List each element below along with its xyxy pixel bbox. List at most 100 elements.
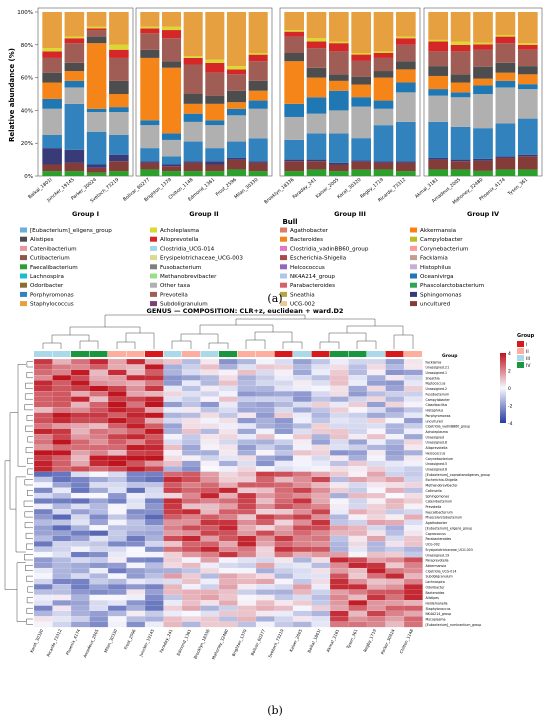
row-label: [Eubacterium]_eligens_group [426,526,473,530]
bar-segment [205,59,225,63]
heatmap-cell [348,482,368,488]
heatmap-cell [274,503,294,510]
heatmap-cell [237,573,257,580]
heatmap-cell [292,369,312,376]
heatmap-cell [126,492,146,499]
heatmap-cell [237,423,257,429]
bar-segment [306,38,327,42]
column-labels: Karat_30320 Ricardo_73312 Phoenix_4174 Amad… [29,628,414,660]
legend-label: Helcococcus [290,265,325,271]
heatmap-cell [403,369,423,376]
heatmap-cell [385,364,405,370]
heatmap-cell [218,450,238,456]
heatmap-cell [385,541,405,547]
heatmap-cell [89,509,109,515]
heatmap-cell [385,428,405,435]
heatmap-cell [292,541,312,547]
row-label: Sneathia [426,376,440,380]
row-label: Peptococcus [426,382,446,386]
heatmap-cell [348,594,368,601]
heatmap-cell [366,471,386,478]
dendrogram-branch [356,340,377,349]
dendrogram-branch [26,361,33,368]
dendrogram-branch [25,425,33,432]
heatmap-cell [163,605,183,612]
heatmap-cell [255,358,275,365]
heatmap-cell [200,605,220,612]
bar-segment [396,36,416,39]
heatmap-cell [403,391,423,397]
heatmap-cell [385,407,405,413]
heatmap-cell [311,396,331,403]
legend-label: Catenibacterium [30,246,77,252]
heatmap-cell [181,530,201,537]
heatmap-cell [33,573,53,580]
heatmap-cell [348,525,368,531]
heatmap-cell [200,573,220,580]
heatmap-cell [218,621,238,628]
heatmap-cell [163,551,183,558]
heatmap-cell [89,594,109,601]
heatmap-cell [348,471,368,478]
legend-swatch [280,282,287,288]
heatmap-cell [70,519,90,526]
heatmap-cell [52,594,72,601]
dendrogram-branch [24,511,33,518]
heatmap-cell [237,610,257,617]
bar-segment [284,171,304,176]
heatmap-cell [255,551,275,558]
heatmap-cell [311,573,331,580]
heatmap-cell [200,428,220,435]
heatmap-cell [52,519,72,526]
heatmap-cell [33,546,53,553]
bar-segment [351,60,371,77]
group-annotation-cell [330,351,348,357]
legend-swatch [20,245,27,251]
group-label: Group II [189,210,218,218]
heatmap-cell [144,482,164,488]
heatmap-cell [89,460,109,467]
group-annotation-cell [108,351,126,357]
heatmap-cell [89,450,109,456]
legend-label: Clostridia_UCG-014 [160,246,215,252]
heatmap-cell [144,509,164,515]
row-label: Facklamia [426,360,442,364]
bar-segment [373,161,394,163]
heatmap-cell [181,401,201,408]
heatmap-cell [33,412,53,419]
heatmap-cell [181,578,201,585]
legend-swatch [150,301,157,307]
bar-segment [284,103,304,117]
heatmap-cell [292,364,312,370]
bar-segment [109,94,129,108]
heatmap-cell [311,578,331,585]
x-tick-labels: Baikal_1801IJuncker_19145Parker_30024Sve… [27,177,529,206]
colorbar-tick-label: -2 [508,404,513,410]
legend-swatch [20,236,27,242]
colorbar-tick-label: 2 [508,369,511,375]
heatmap-cell [218,444,238,451]
heatmap-cell [403,444,423,451]
heatmap-cell [274,364,294,370]
heatmap-cell [52,503,72,510]
dendrogram-branch [245,339,266,349]
heatmap-cell [126,482,146,488]
heatmap-cell [292,557,312,563]
dendrogram-branch [24,522,33,529]
heatmap-cell [218,482,238,488]
bar-segment [517,118,538,155]
heatmap-cell [292,466,312,472]
heatmap-cell [311,423,331,429]
row-label: Corynebacterium [426,457,454,461]
heatmap-cell [52,482,72,488]
sample-label: Tyson_361 [506,177,529,198]
heatmap-cell [33,584,53,590]
heatmap-cell [237,535,257,542]
dendrogram-branch [26,597,33,604]
heatmap-cell [89,589,109,596]
heatmap-cell [181,417,201,424]
heatmap-cell [329,616,349,622]
heatmap-cell [52,578,72,585]
heatmap-cell [274,401,294,408]
heatmap-cell [163,487,183,494]
